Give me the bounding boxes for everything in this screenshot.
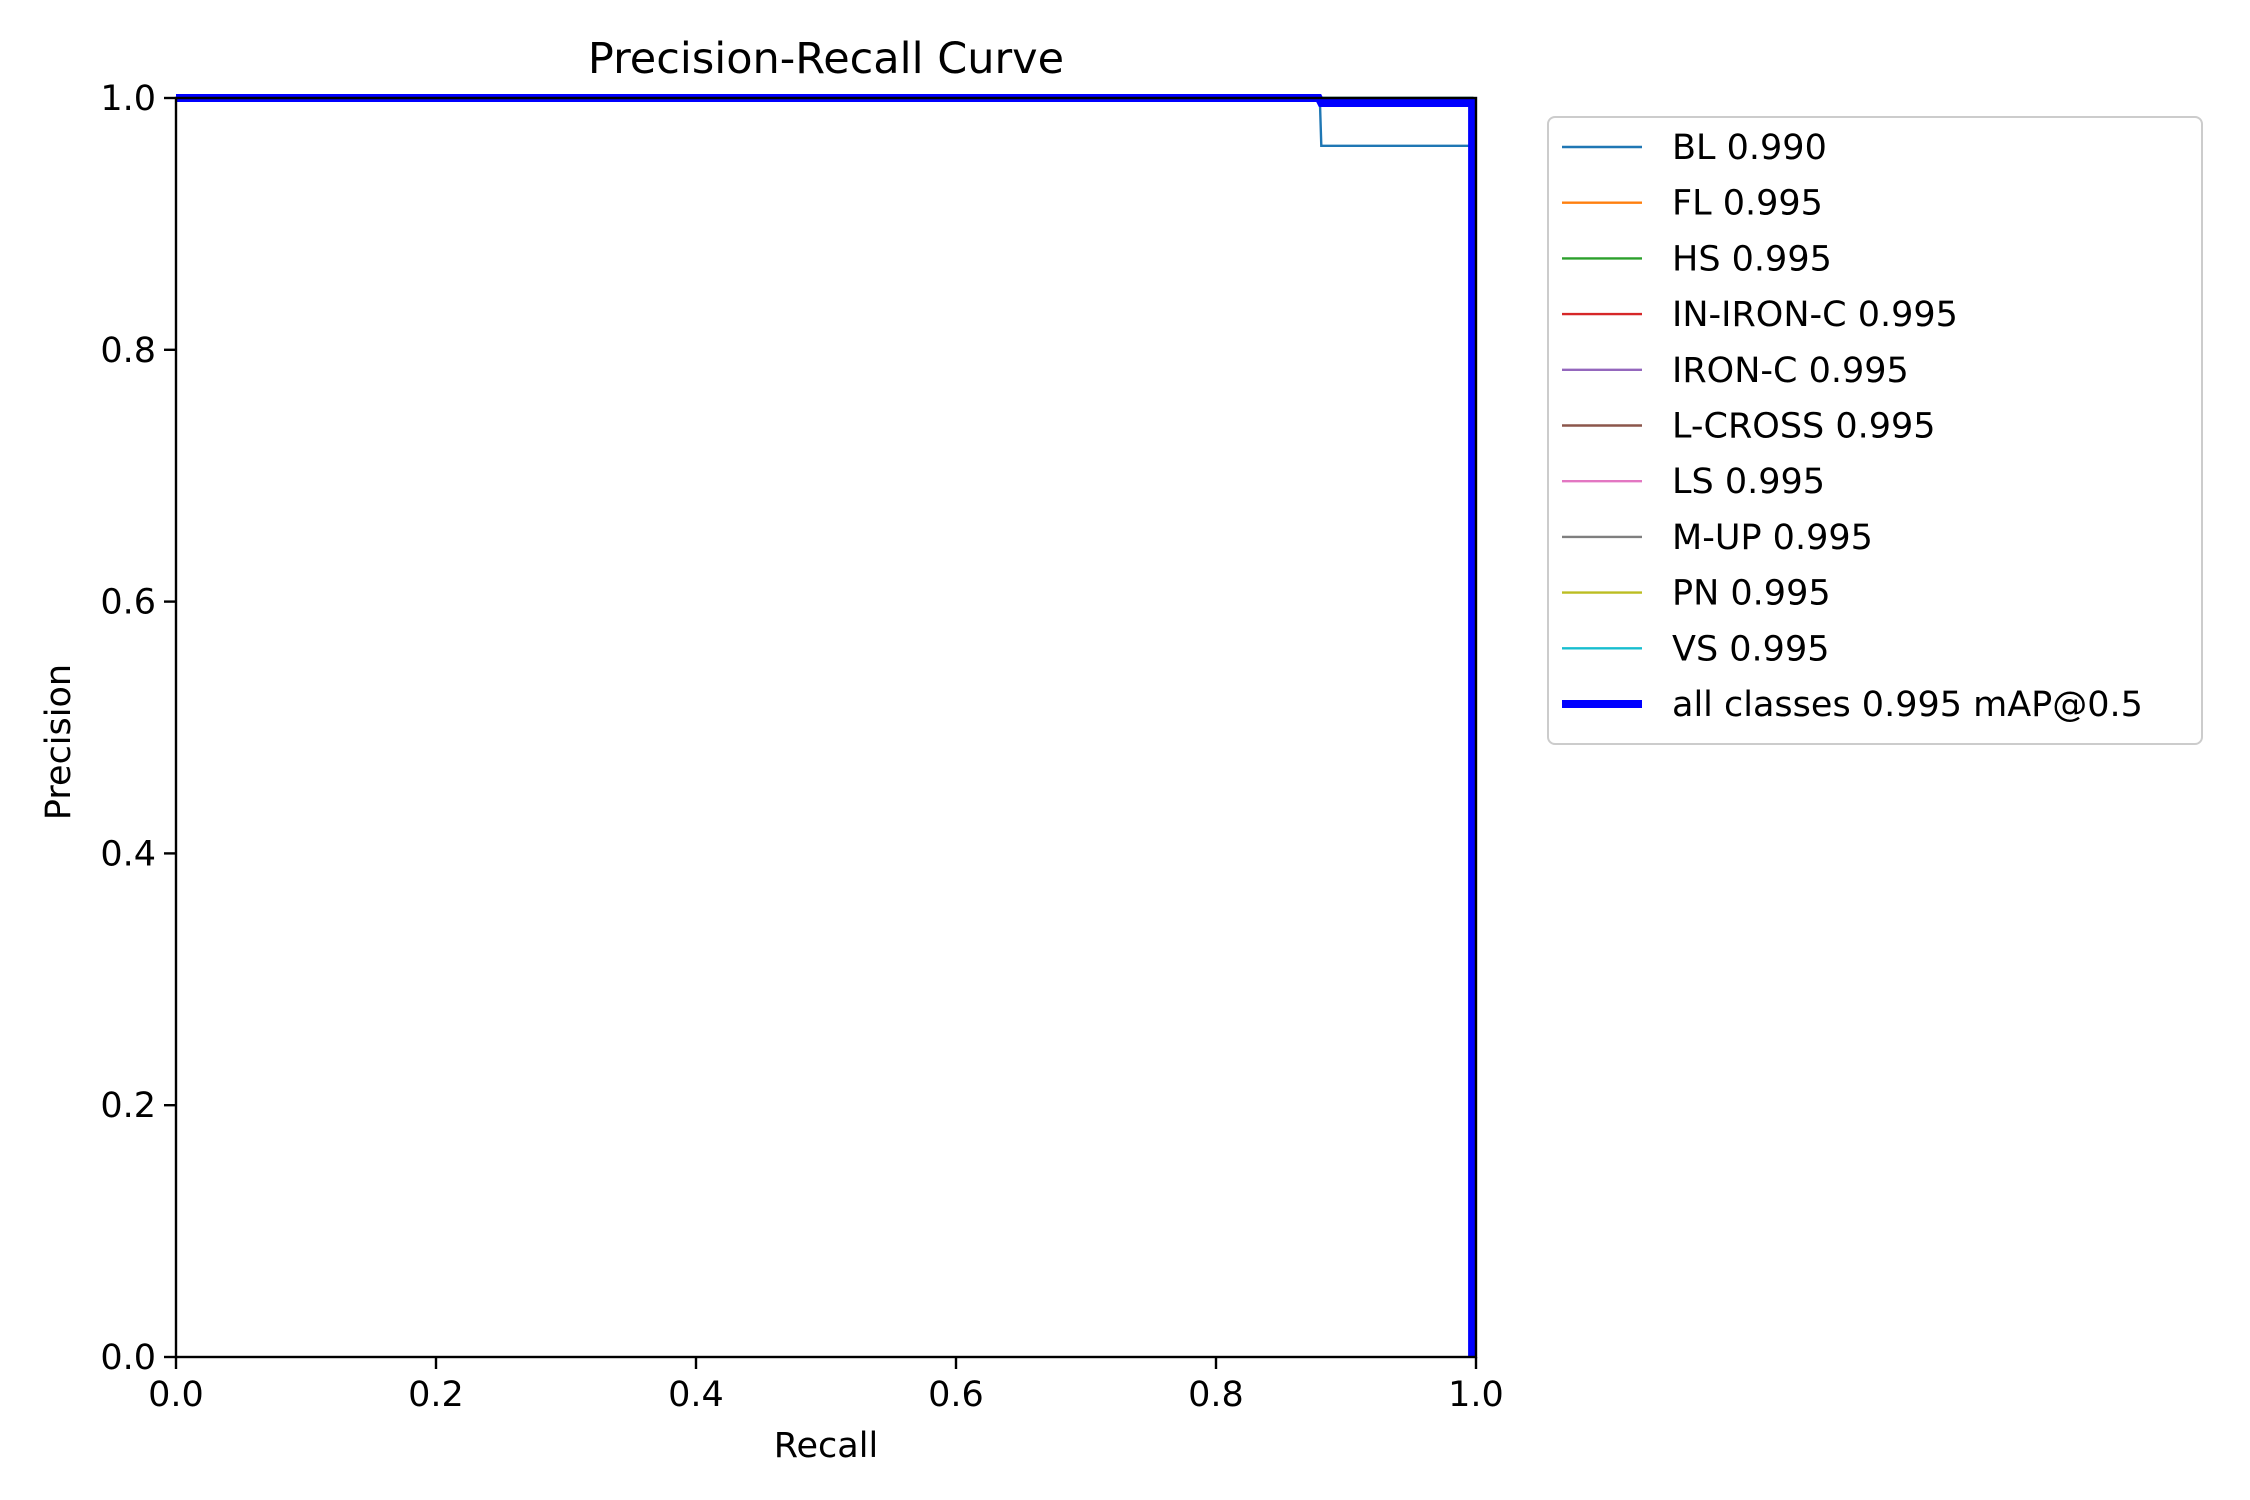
legend-label-4: IRON-C 0.995 [1672, 351, 1909, 391]
legend-label-5: L-CROSS 0.995 [1672, 407, 1936, 447]
x-tick-label: 0.2 [408, 1375, 464, 1415]
x-tick-label: 0.6 [928, 1375, 984, 1415]
y-axis-title: Precision [39, 664, 79, 820]
legend-label-3: IN-IRON-C 0.995 [1672, 295, 1958, 335]
x-tick-label: 1.0 [1448, 1375, 1504, 1415]
x-tick-label: 0.4 [668, 1375, 724, 1415]
legend: BL 0.990 FL 0.995 HS 0.995 IN-IRON-C 0.995 I… [1547, 116, 2203, 745]
plot-area [174, 94, 1478, 1359]
y-tick-label: 0.8 [100, 331, 156, 371]
plot-frame [174, 96, 1478, 1359]
y-axis: 0.0 0.2 0.4 0.6 0.8 1.0 [100, 79, 176, 1378]
x-tick-label: 0.8 [1188, 1375, 1244, 1415]
legend-label-10: all classes 0.995 mAP@0.5 [1672, 685, 2143, 725]
y-tick-label: 1.0 [100, 79, 156, 119]
y-tick-label: 0.4 [100, 834, 156, 874]
chart-title: Precision-Recall Curve [588, 34, 1064, 84]
y-tick-label: 0.0 [100, 1338, 156, 1378]
y-tick-label: 0.2 [100, 1086, 156, 1126]
legend-label-6: LS 0.995 [1672, 462, 1825, 502]
plot-background [176, 98, 1476, 1357]
x-axis-title: Recall [774, 1426, 878, 1466]
x-tick-label: 0.0 [148, 1375, 204, 1415]
legend-box [1547, 116, 2203, 745]
legend-label-8: PN 0.995 [1672, 574, 1831, 614]
legend-label-7: M-UP 0.995 [1672, 518, 1873, 558]
legend-label-1: FL 0.995 [1672, 184, 1823, 224]
x-axis: 0.0 0.2 0.4 0.6 0.8 1.0 [148, 1357, 1504, 1415]
y-tick-label: 0.6 [100, 583, 156, 623]
legend-label-9: VS 0.995 [1672, 629, 1829, 669]
legend-entries: BL 0.990 FL 0.995 HS 0.995 IN-IRON-C 0.995 I… [1562, 128, 2143, 725]
legend-label-2: HS 0.995 [1672, 239, 1832, 279]
legend-label-0: BL 0.990 [1672, 128, 1827, 168]
